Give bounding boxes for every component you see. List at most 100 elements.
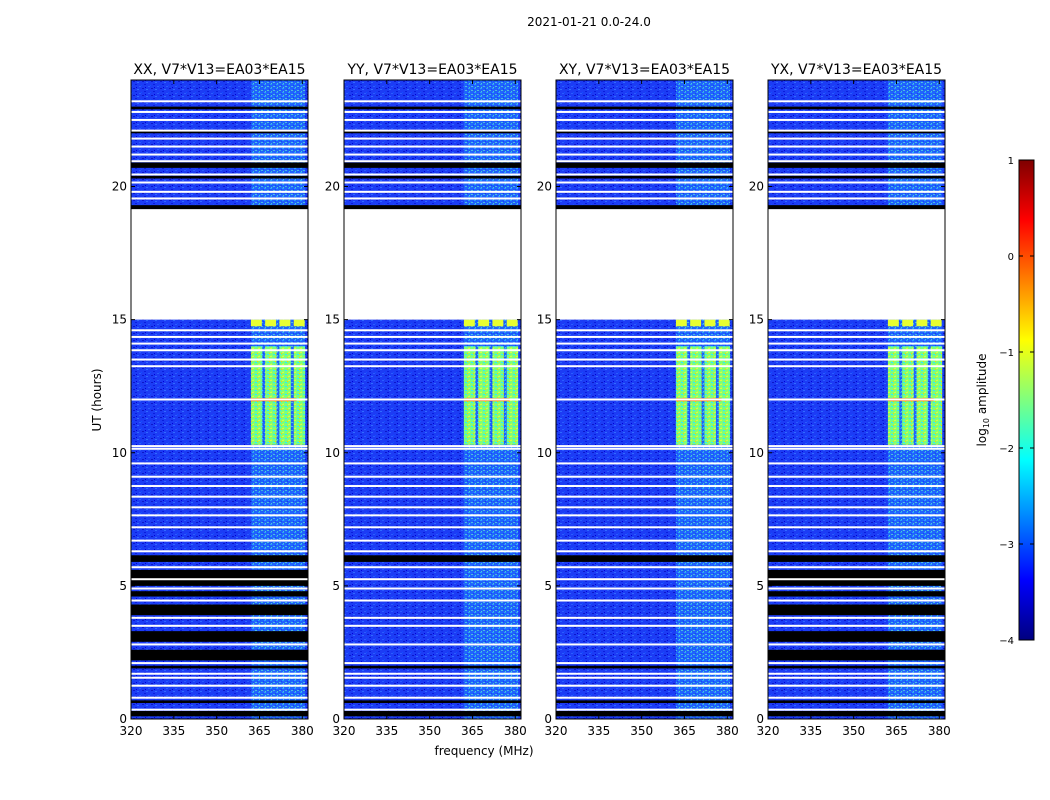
flagged-line — [768, 526, 945, 529]
flagged-line — [344, 100, 521, 103]
panel-frame — [343, 79, 522, 720]
flagged-line — [344, 447, 521, 450]
flagged-line — [768, 329, 945, 332]
flagged-line — [768, 100, 945, 103]
flagged-line — [131, 160, 308, 163]
flagged-line — [344, 365, 521, 368]
flagged-line — [556, 447, 733, 450]
x-tick-label: 320 — [757, 724, 780, 738]
x-tick-label: 320 — [545, 724, 568, 738]
flagged-line — [768, 475, 945, 478]
flagged-line — [131, 662, 308, 665]
rfi-strong-channel — [718, 346, 731, 445]
y-tick-label: 10 — [749, 446, 764, 460]
flagged-line — [344, 485, 521, 488]
flagged-line — [556, 329, 733, 332]
y-tick-label: 5 — [756, 579, 764, 593]
flagged-line — [131, 365, 308, 368]
x-tick-label: 350 — [630, 724, 653, 738]
x-tick-label: 365 — [673, 724, 696, 738]
no-data-gap — [131, 207, 308, 320]
flagged-band — [131, 649, 308, 661]
rfi-strong-channel — [265, 346, 277, 445]
flagged-line — [768, 137, 945, 140]
flagged-line — [768, 447, 945, 450]
flagged-line — [344, 566, 521, 569]
flagged-line — [556, 495, 733, 498]
rfi-strong-channel — [463, 346, 476, 445]
flagged-line — [344, 662, 521, 665]
flagged-line — [556, 587, 733, 590]
flagged-line — [768, 110, 945, 113]
flagged-line — [768, 190, 945, 193]
flagged-band — [131, 205, 308, 210]
flagged-line — [131, 110, 308, 113]
flagged-line — [131, 342, 308, 345]
flagged-line — [556, 506, 733, 509]
flagged-line — [768, 181, 945, 184]
flagged-line — [556, 475, 733, 478]
rfi-strong-channel — [902, 346, 914, 445]
flagged-line — [556, 662, 733, 665]
colorbar-tick-label: −4 — [999, 636, 1014, 647]
panel-1: XX, V7*V13=EA03*EA15 320 335 350 365 380 0 5 10 1… — [112, 62, 314, 738]
flagged-line — [768, 624, 945, 627]
flagged-line — [556, 181, 733, 184]
flagged-line — [131, 539, 308, 542]
flagged-line — [556, 365, 733, 368]
flagged-line — [556, 526, 733, 529]
flagged-line — [131, 153, 308, 156]
flagged-line — [556, 335, 733, 338]
flagged-line — [131, 485, 308, 488]
flagged-line — [768, 335, 945, 338]
y-tick-label: 0 — [119, 712, 127, 726]
flagged-band — [768, 130, 945, 134]
colorbar: 1 0 −1 −2 −3 −4 log10 amplitude — [975, 156, 1035, 647]
flagged-line — [344, 578, 521, 581]
flagged-line — [556, 145, 733, 148]
flagged-line — [131, 526, 308, 529]
flagged-line — [344, 587, 521, 590]
flagged-line — [131, 696, 308, 699]
rfi-strong-channel — [930, 346, 943, 445]
no-data-gap — [768, 207, 945, 320]
flagged-line — [131, 445, 308, 448]
x-tick-label: 320 — [333, 724, 356, 738]
flagged-line — [344, 190, 521, 193]
rfi-strong-channel — [279, 346, 291, 445]
flagged-band — [768, 631, 945, 642]
flagged-band — [344, 106, 521, 110]
y-tick-label: 5 — [544, 579, 552, 593]
flagged-line — [768, 153, 945, 156]
y-tick-label: 20 — [112, 180, 127, 194]
flagged-line — [556, 398, 733, 401]
flagged-band — [131, 700, 308, 704]
flagged-line — [344, 708, 521, 711]
panel-frame — [130, 79, 309, 720]
no-data-gap — [344, 207, 521, 320]
x-tick-label: 320 — [120, 724, 143, 738]
rfi-spot — [690, 319, 702, 327]
flagged-band — [556, 700, 733, 704]
flagged-line — [344, 475, 521, 478]
flagged-line — [344, 462, 521, 465]
rfi-strong-channel — [690, 346, 702, 445]
rfi-spot — [902, 319, 914, 327]
flagged-line — [556, 578, 733, 581]
flagged-line — [768, 485, 945, 488]
flagged-line — [131, 197, 308, 200]
flagged-line — [556, 100, 733, 103]
panel-3: XY, V7*V13=EA03*EA15 320 335 350 365 380 0 5 10 1… — [537, 62, 739, 738]
flagged-line — [556, 358, 733, 361]
flagged-line — [768, 398, 945, 401]
y-tick-label: 5 — [332, 579, 340, 593]
flagged-line — [131, 616, 308, 619]
flagged-line — [556, 190, 733, 193]
flagged-band — [768, 649, 945, 661]
flagged-band — [768, 106, 945, 110]
rfi-spot — [506, 319, 518, 327]
flagged-line — [131, 550, 308, 553]
flagged-line — [556, 514, 733, 517]
flagged-band — [131, 665, 308, 669]
x-tick-label: 365 — [885, 724, 908, 738]
